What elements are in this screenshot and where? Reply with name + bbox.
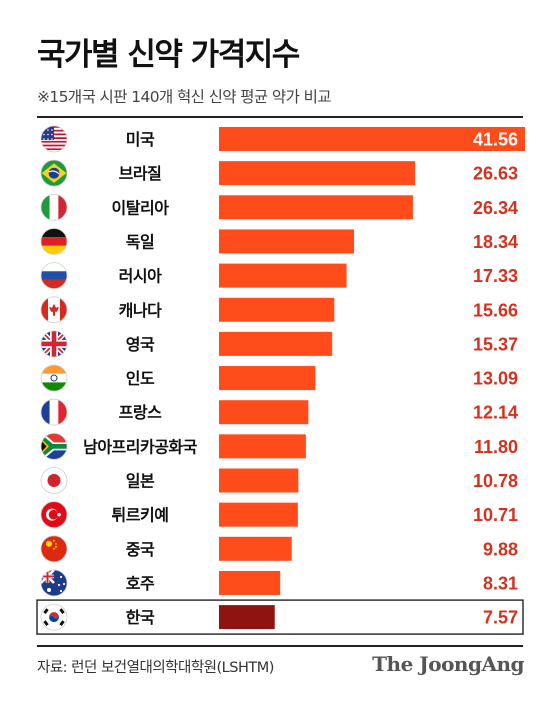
data-label: 15.66: [473, 300, 518, 320]
chart-row: 튀르키예 10.71: [40, 501, 518, 529]
turkey-flag-icon: [40, 501, 68, 529]
tick-label: 한국: [126, 608, 155, 627]
chart-row: 미국 41.56: [40, 125, 525, 153]
bar: [219, 263, 347, 288]
bar: [219, 468, 299, 493]
bar: [219, 605, 275, 630]
tick-label: 프랑스: [119, 403, 162, 422]
data-label: 7.57: [483, 608, 518, 628]
chart-row: 인도 13.09: [40, 364, 518, 392]
top-divider: [37, 116, 523, 118]
tick-label: 미국: [126, 130, 155, 149]
us-flag-icon: [40, 125, 68, 153]
bar: [219, 366, 316, 391]
france-flag-icon: [40, 398, 68, 426]
brand-logo: The JoongAng: [372, 652, 524, 676]
data-label: 18.34: [473, 232, 518, 252]
chart-title: 국가별 신약 가격지수: [37, 37, 300, 73]
chart-row: 프랑스 12.14: [40, 398, 518, 426]
south-africa-flag-icon: [40, 432, 68, 460]
data-label: 26.63: [473, 164, 518, 184]
bar: [219, 331, 333, 356]
data-label: 10.78: [473, 471, 518, 491]
bar: [219, 400, 309, 425]
tick-label: 독일: [126, 232, 154, 251]
chart-row: 호주 8.31: [40, 569, 518, 597]
data-label: 11.80: [474, 437, 518, 457]
bar: [219, 570, 281, 595]
bar: [219, 229, 355, 254]
chart-row: 남아프리카공화국 11.80: [40, 432, 518, 460]
canada-flag-icon: [40, 296, 68, 324]
chart-row: 러시아 17.33: [40, 262, 518, 290]
data-label: 8.31: [483, 573, 518, 593]
china-flag-icon: [40, 535, 68, 563]
tick-label: 캐나다: [119, 301, 162, 320]
germany-flag-icon: [40, 228, 68, 255]
chart-row: 독일 18.34: [40, 228, 518, 255]
data-label: 10.71: [473, 505, 518, 525]
tick-label: 영국: [126, 335, 155, 354]
data-label: 17.33: [473, 266, 518, 286]
tick-label: 호주: [126, 574, 155, 593]
bar: [219, 195, 413, 220]
data-label: 13.09: [473, 369, 518, 389]
chart-row: 중국 9.88: [40, 535, 518, 563]
chart-row: 이탈리아 26.34: [40, 193, 518, 221]
tick-label: 일본: [126, 472, 155, 491]
bar: [219, 536, 292, 561]
bar: [219, 297, 335, 322]
chart-row: 영국 15.37: [40, 330, 518, 358]
data-label: 15.37: [473, 334, 518, 354]
chart-row: 한국 7.57: [36, 599, 524, 635]
india-flag-icon: [40, 364, 68, 392]
bar: [219, 161, 416, 186]
tick-label: 브라질: [119, 164, 162, 183]
data-label: 12.14: [473, 403, 518, 423]
italy-flag-icon: [40, 193, 68, 221]
uk-flag-icon: [40, 330, 68, 358]
korea-flag-icon: [40, 603, 68, 631]
tick-label: 이탈리아: [112, 198, 170, 217]
chart-row: 캐나다 15.66: [40, 296, 518, 324]
tick-label: 중국: [126, 540, 155, 559]
source-note: 자료: 런던 보건열대의학대학원(LSHTM): [37, 660, 274, 676]
japan-flag-icon: [40, 467, 68, 494]
chart-row: 일본 10.78: [40, 467, 518, 494]
bar: [219, 502, 298, 527]
russia-flag-icon: [40, 262, 68, 290]
tick-label: 러시아: [119, 267, 162, 286]
tick-label: 인도: [126, 369, 155, 388]
data-label: 41.56: [473, 130, 518, 150]
data-label: 9.88: [483, 539, 518, 559]
bottom-divider: [37, 645, 523, 647]
australia-flag-icon: [40, 569, 68, 597]
brazil-flag-icon: [40, 159, 68, 187]
chart-subtitle: ※15개국 시판 140개 혁신 신약 평균 약가 비교: [37, 88, 331, 106]
tick-label: 튀르키예: [112, 506, 169, 525]
tick-label: 남아프리카공화국: [83, 437, 198, 456]
bar: [219, 127, 525, 151]
data-label: 26.34: [473, 198, 518, 218]
chart-row: 브라질 26.63: [40, 159, 518, 187]
highlight-box: [36, 599, 524, 635]
bar: [219, 434, 306, 459]
